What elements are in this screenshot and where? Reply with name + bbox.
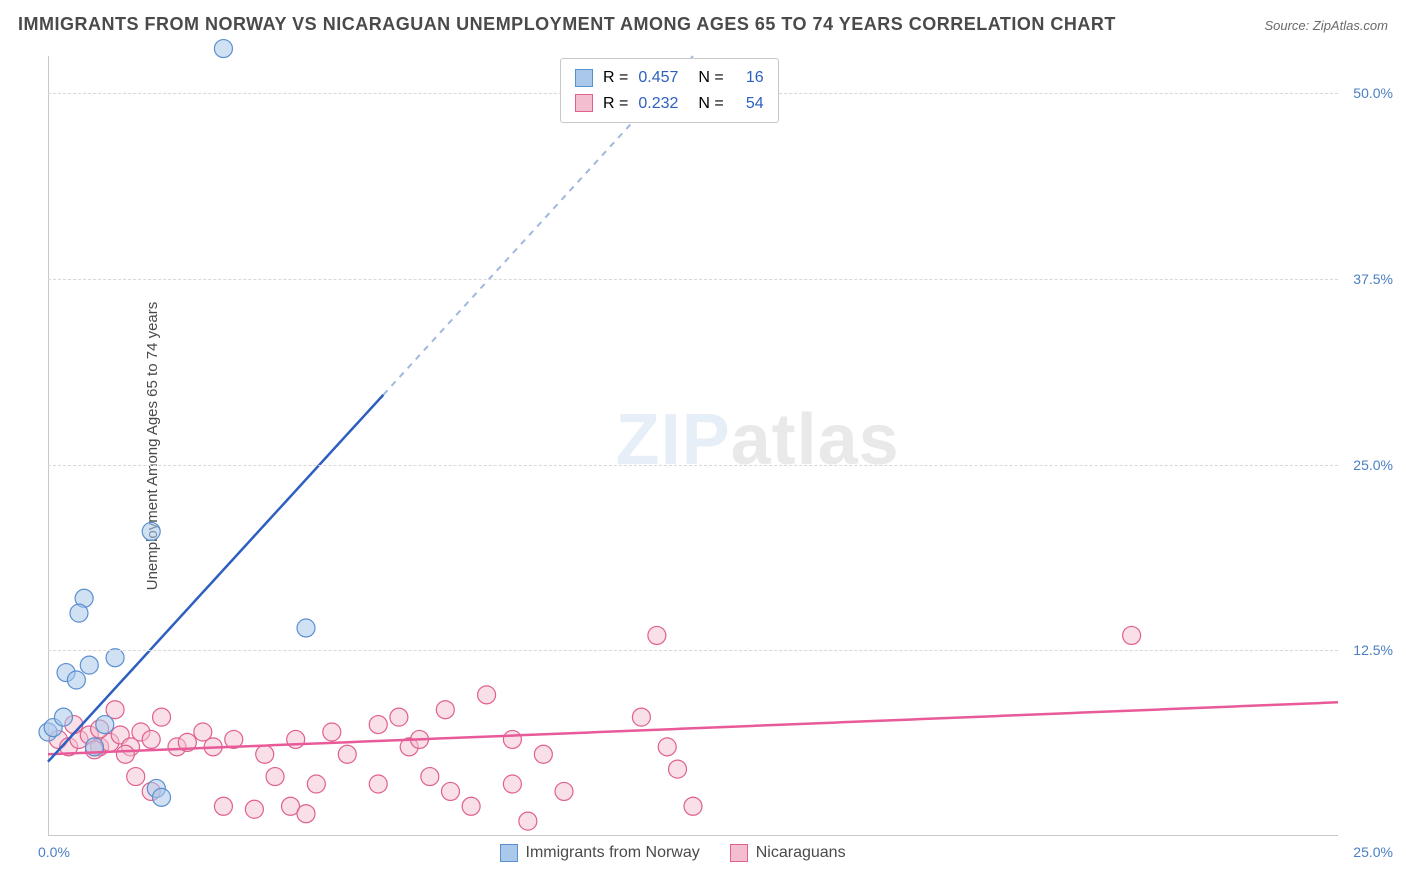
data-point [214,797,232,815]
data-point [297,805,315,823]
legend-row-nicaraguans: R = 0.232 N = 54 [575,91,764,117]
data-point [153,708,171,726]
x-tick-label: 25.0% [1353,844,1393,860]
trend-line [48,702,1338,754]
data-point [436,701,454,719]
data-point [80,656,98,674]
data-point [266,768,284,786]
data-point [658,738,676,756]
data-point [307,775,325,793]
data-point [142,522,160,540]
data-point [106,649,124,667]
grid-line [48,279,1338,280]
y-tick-label: 50.0% [1353,85,1393,101]
swatch-norway [500,844,518,862]
data-point [127,768,145,786]
data-point [297,619,315,637]
n-value-norway: 16 [734,65,764,91]
data-point [555,782,573,800]
data-point [503,775,521,793]
r-label: R = [603,65,628,91]
r-value-nicaraguans: 0.232 [638,91,688,117]
data-point [214,40,232,58]
chart-title: IMMIGRANTS FROM NORWAY VS NICARAGUAN UNE… [18,14,1116,35]
data-point [441,782,459,800]
plot-area: ZIPatlas 12.5%25.0%37.5%50.0%0.0%25.0% [48,56,1338,836]
swatch-norway [575,69,593,87]
data-point [369,716,387,734]
data-point [669,760,687,778]
grid-line [48,650,1338,651]
data-point [153,788,171,806]
legend-label-nicaraguans: Nicaraguans [756,844,846,862]
data-point [142,730,160,748]
legend-item-nicaraguans: Nicaraguans [730,844,846,862]
legend-label-norway: Immigrants from Norway [526,844,700,862]
data-point [478,686,496,704]
data-point [632,708,650,726]
data-point [684,797,702,815]
grid-line [48,465,1338,466]
data-point [245,800,263,818]
r-label: R = [603,91,628,117]
y-tick-label: 37.5% [1353,271,1393,287]
data-point [534,745,552,763]
x-tick-label: 0.0% [38,844,70,860]
data-point [369,775,387,793]
n-label: N = [698,65,723,91]
data-point [256,745,274,763]
legend-item-norway: Immigrants from Norway [500,844,700,862]
data-point [96,716,114,734]
y-tick-label: 25.0% [1353,457,1393,473]
data-point [503,730,521,748]
data-point [519,812,537,830]
data-point [70,604,88,622]
data-point [1123,626,1141,644]
data-point [67,671,85,689]
n-value-nicaraguans: 54 [734,91,764,117]
data-point [421,768,439,786]
r-value-norway: 0.457 [638,65,688,91]
plot-svg [48,56,1338,836]
data-point [390,708,408,726]
data-point [323,723,341,741]
data-point [462,797,480,815]
swatch-nicaraguans [575,94,593,112]
trend-line [48,395,383,762]
data-point [116,745,134,763]
source-label: Source: [1264,18,1312,33]
swatch-nicaraguans [730,844,748,862]
series-legend: Immigrants from Norway Nicaraguans [500,844,846,862]
n-label: N = [698,91,723,117]
data-point [54,708,72,726]
y-tick-label: 12.5% [1353,642,1393,658]
correlation-legend: R = 0.457 N = 16 R = 0.232 N = 54 [560,58,779,123]
legend-row-norway: R = 0.457 N = 16 [575,65,764,91]
data-point [648,626,666,644]
source-name: ZipAtlas.com [1313,18,1388,33]
data-point [338,745,356,763]
source-credit: Source: ZipAtlas.com [1264,18,1388,33]
